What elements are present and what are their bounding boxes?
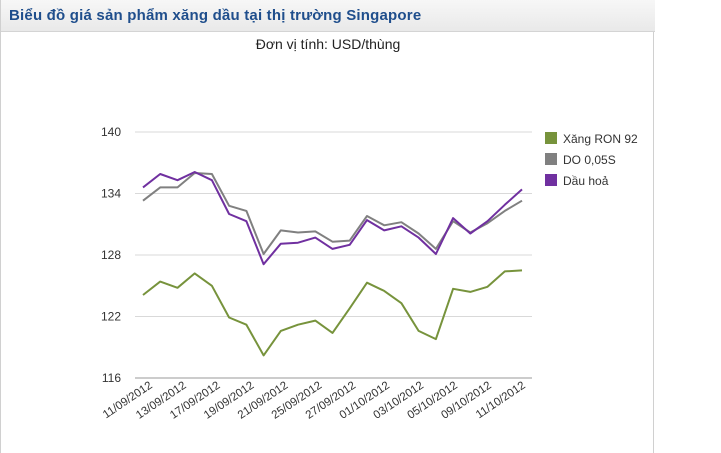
- y-tick-label: 128: [101, 248, 121, 262]
- legend-swatch: [545, 132, 557, 144]
- legend-swatch: [545, 153, 557, 165]
- series-line-3: [142, 171, 523, 266]
- chart-subtitle: Đơn vị tính: USD/thùng: [255, 36, 401, 52]
- chart-title: Biểu đồ giá sản phẩm xăng dầu tại thị tr…: [9, 7, 422, 24]
- y-tick-label: 122: [101, 310, 121, 324]
- series-line-1: [142, 269, 523, 357]
- legend-label: DO 0,05S: [563, 153, 616, 167]
- y-tick-label: 134: [101, 187, 121, 201]
- y-tick-label: 116: [102, 371, 121, 385]
- series-line-2: [142, 172, 523, 255]
- line-chart: 11612212813414011/09/201213/09/201217/09…: [101, 125, 638, 422]
- panel-header: Biểu đồ giá sản phẩm xăng dầu tại thị tr…: [1, 0, 655, 32]
- legend-swatch: [545, 174, 557, 186]
- legend-label: Xăng RON 92: [563, 132, 638, 146]
- legend-label: Dầu hoả: [563, 174, 609, 188]
- y-tick-label: 140: [101, 125, 121, 139]
